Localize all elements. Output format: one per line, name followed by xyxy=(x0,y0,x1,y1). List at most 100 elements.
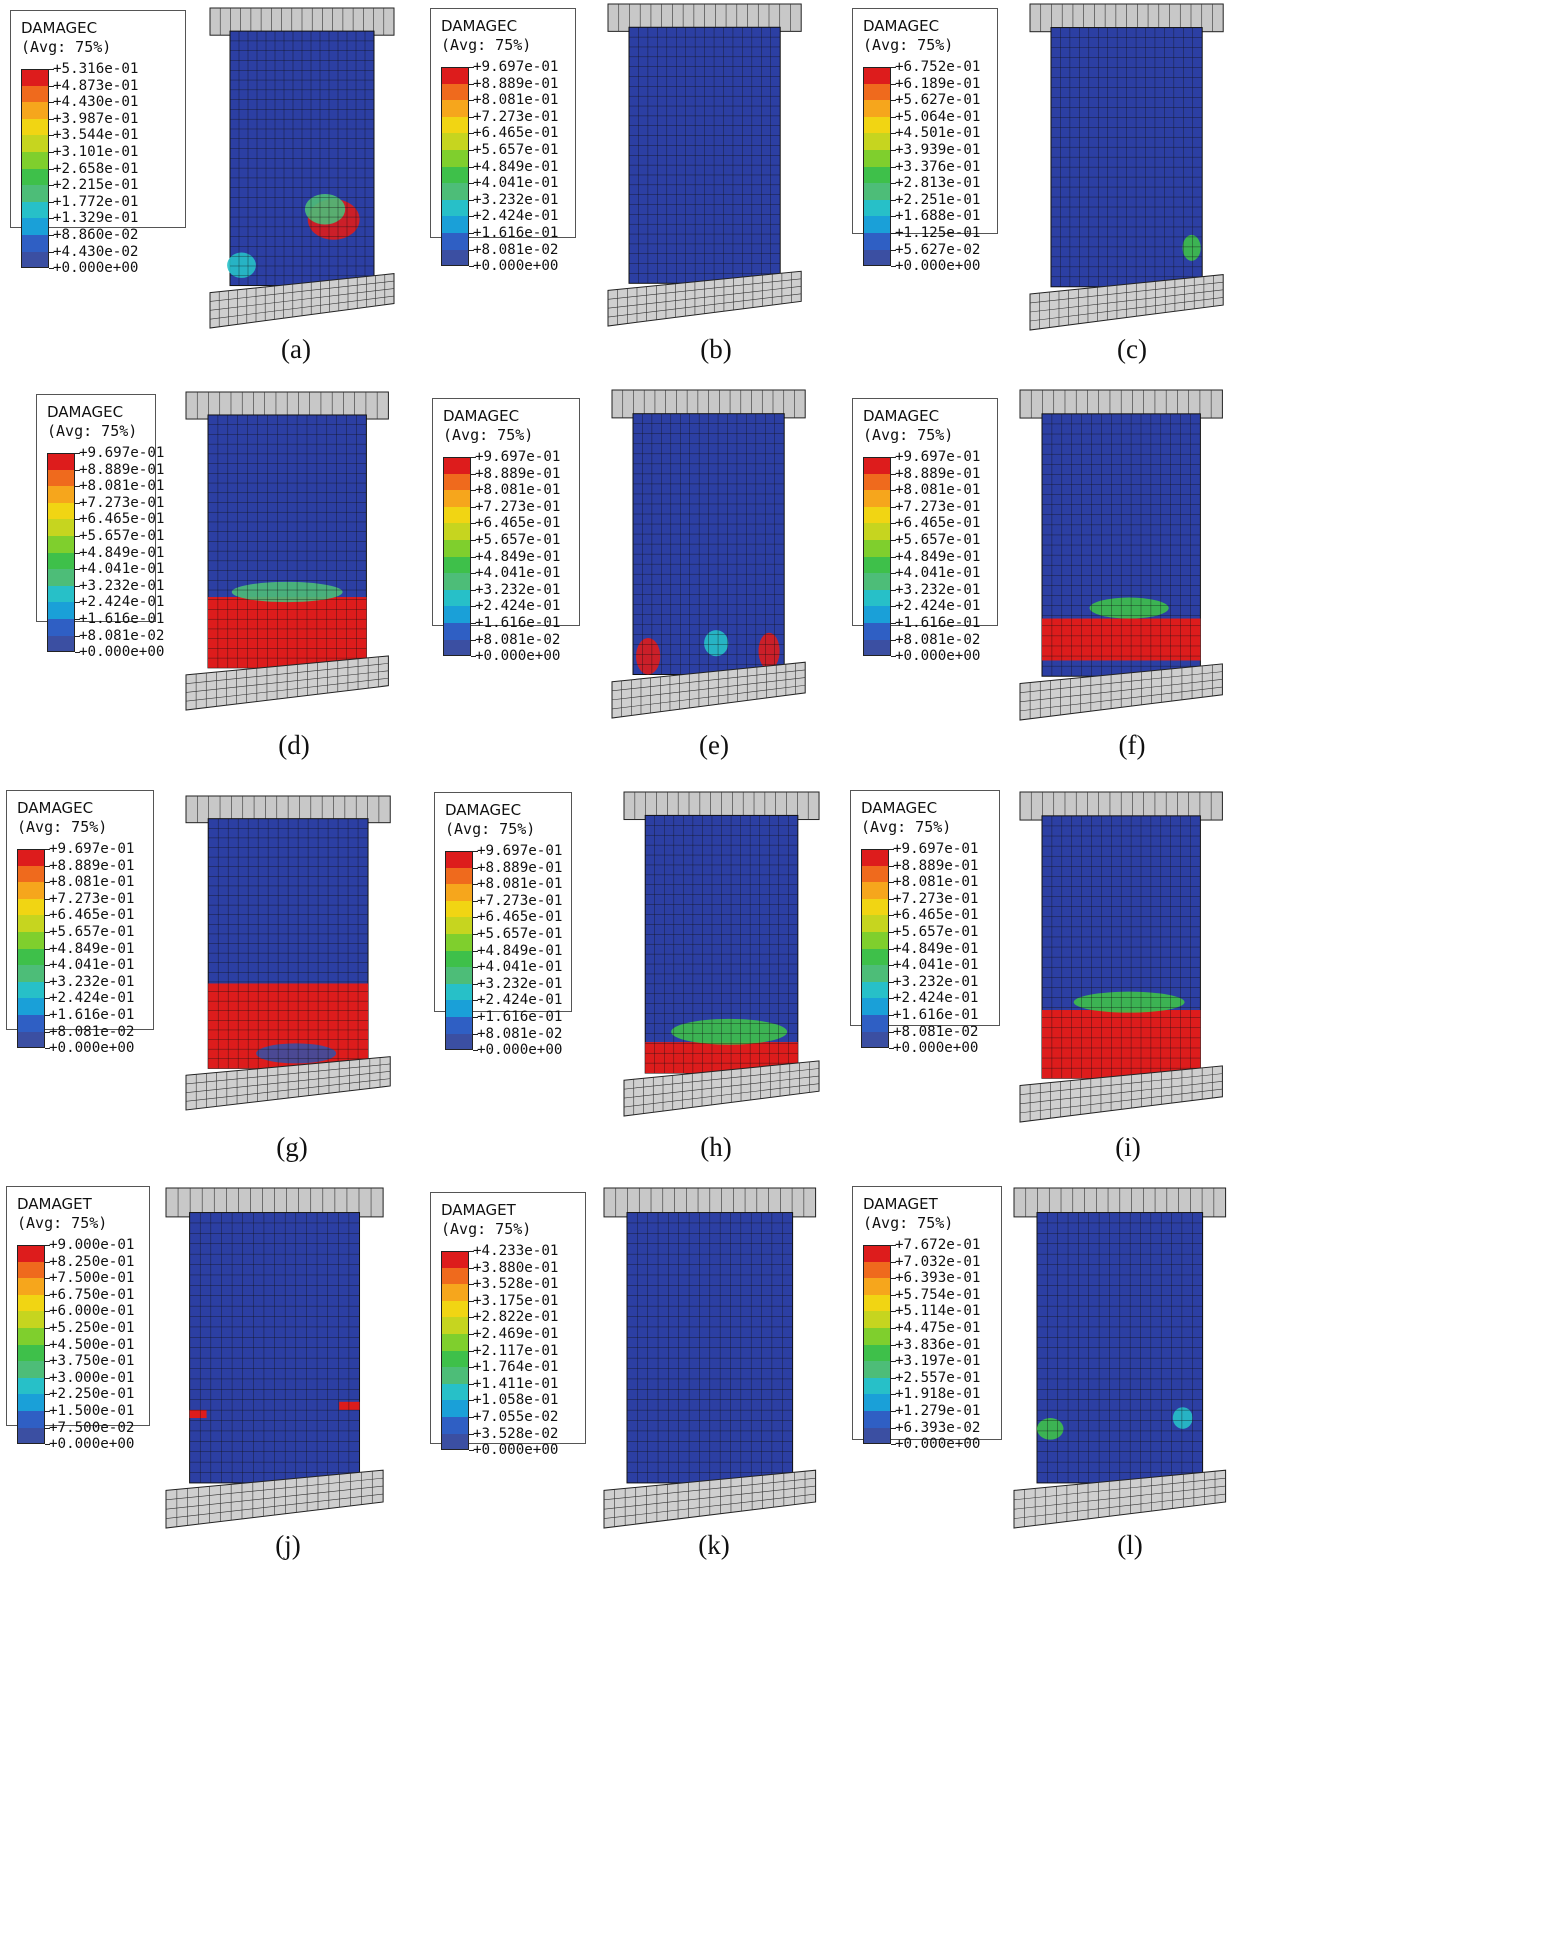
wall-model-j xyxy=(165,1187,384,1529)
legend-value: +2.658e-01 xyxy=(53,160,139,177)
legend-swatch xyxy=(17,1311,45,1328)
legend-value: +0.000e+00 xyxy=(49,1040,135,1057)
wall-model-g xyxy=(185,795,391,1111)
legend-value: +2.424e-01 xyxy=(477,992,563,1009)
legend-value: +2.424e-01 xyxy=(49,990,135,1007)
legend-value: +0.000e+00 xyxy=(79,644,165,661)
legend-entry: +5.657e-01 xyxy=(17,924,143,949)
legend-value: +5.250e-01 xyxy=(49,1319,135,1336)
legend-entry: +7.273e-01 xyxy=(47,495,164,520)
legend-swatch xyxy=(47,486,75,503)
legend-value: +5.657e-01 xyxy=(475,531,561,548)
legend-value: +1.058e-01 xyxy=(473,1392,559,1409)
legend-entry: +5.064e-01 xyxy=(863,109,987,134)
legend-swatch xyxy=(863,1311,891,1328)
legend-swatch xyxy=(441,1317,469,1334)
legend-value: +8.889e-01 xyxy=(893,857,979,874)
legend-title: DAMAGET xyxy=(17,1195,92,1213)
legend-value: +4.475e-01 xyxy=(895,1319,981,1336)
legend-value: +2.822e-01 xyxy=(473,1309,559,1326)
legend-value: +3.000e-01 xyxy=(49,1369,135,1386)
legend-value: +1.616e-01 xyxy=(473,224,559,241)
caption-h: (h) xyxy=(700,1132,732,1162)
legend-entry: +6.465e-01 xyxy=(445,909,562,934)
legend-entry: +5.657e-01 xyxy=(445,926,562,951)
legend-f: DAMAGEC (Avg: 75%) +9.697e-01 +8.889e-01 +8.… xyxy=(852,398,998,664)
legend-value: +8.860e-02 xyxy=(53,226,139,243)
legend-value: +2.215e-01 xyxy=(53,177,139,194)
wall-panel xyxy=(632,413,785,676)
legend-value: +2.250e-01 xyxy=(49,1386,135,1403)
legend-swatch xyxy=(441,67,469,84)
legend-entry: +0.000e+00 xyxy=(863,258,987,275)
legend-value: +4.041e-01 xyxy=(893,957,979,974)
legend-entry: +3.232e-01 xyxy=(17,974,143,999)
legend-value: +4.041e-01 xyxy=(49,957,135,974)
legend-value: +1.616e-01 xyxy=(895,614,981,631)
legend-entry: +5.114e-01 xyxy=(863,1303,991,1328)
legend-swatch xyxy=(861,915,889,932)
legend-swatch xyxy=(47,469,75,487)
legend-swatch xyxy=(21,251,49,269)
legend-value: +8.250e-01 xyxy=(49,1253,135,1270)
legend-entry: +8.081e-01 xyxy=(861,874,989,899)
legend-entry: +6.750e-01 xyxy=(17,1287,139,1312)
legend-value: +8.889e-01 xyxy=(79,461,165,478)
legend-entry: +0.000e+00 xyxy=(21,260,175,277)
caption-l: (l) xyxy=(1117,1530,1143,1560)
legend-swatch xyxy=(441,1333,469,1351)
legend-value: +3.939e-01 xyxy=(895,141,981,158)
legend-swatch xyxy=(47,502,75,520)
legend-entry: +1.411e-01 xyxy=(441,1376,575,1401)
legend-swatch xyxy=(443,506,471,524)
legend-value: +6.189e-01 xyxy=(895,75,981,92)
legend-entry: +1.616e-01 xyxy=(863,614,987,640)
legend-swatch xyxy=(863,506,891,524)
legend-value: +4.849e-01 xyxy=(895,548,981,565)
legend-entry: +6.465e-01 xyxy=(863,515,987,540)
legend-swatch xyxy=(445,1033,473,1051)
legend-value: +3.880e-01 xyxy=(473,1259,559,1276)
legend-entry: +5.754e-01 xyxy=(863,1287,991,1312)
legend-swatch xyxy=(445,967,473,984)
legend-swatch xyxy=(441,1251,469,1268)
base-foundation-beam xyxy=(607,270,802,327)
legend-l: DAMAGET (Avg: 75%) +7.672e-01 +7.032e-01 +6.… xyxy=(852,1186,1002,1452)
legend-entry: +3.101e-01 xyxy=(21,144,175,169)
legend-entry: +8.889e-01 xyxy=(443,465,569,491)
damage-zone xyxy=(704,630,729,657)
legend-value: +8.889e-01 xyxy=(895,465,981,482)
wall-model-d xyxy=(185,391,389,711)
damage-zone xyxy=(1089,597,1169,619)
legend-entry: +2.424e-01 xyxy=(861,990,989,1015)
legend-title: DAMAGEC xyxy=(443,407,520,425)
legend-i: DAMAGEC (Avg: 75%) +9.697e-01 +8.889e-01 +8.… xyxy=(850,790,1000,1056)
legend-value: +8.889e-01 xyxy=(475,465,561,482)
caption-f: (f) xyxy=(1118,730,1146,760)
legend-swatch xyxy=(863,473,891,491)
legend-value: +4.041e-01 xyxy=(79,561,165,578)
legend-swatch xyxy=(445,950,473,968)
legend-entry: +3.232e-01 xyxy=(863,581,987,607)
legend-swatch xyxy=(863,1410,891,1428)
legend-swatch xyxy=(445,917,473,934)
legend-k: DAMAGET (Avg: 75%) +4.233e-01 +3.880e-01 +3.… xyxy=(430,1192,586,1458)
legend-swatch xyxy=(47,585,75,603)
legend-swatch xyxy=(47,635,75,653)
legend-value: +8.081e-02 xyxy=(49,1023,135,1040)
legend-swatch xyxy=(47,602,75,619)
legend-value: +2.557e-01 xyxy=(895,1369,981,1386)
legend-entry: +3.197e-01 xyxy=(863,1353,991,1378)
caption-c: (c) xyxy=(1117,334,1147,364)
legend-entry: +1.616e-01 xyxy=(861,1007,989,1032)
legend-value: +7.032e-01 xyxy=(895,1253,981,1270)
legend-value: +3.232e-01 xyxy=(895,581,981,598)
legend-entry: +1.500e-01 xyxy=(17,1403,139,1428)
legend-value: +0.000e+00 xyxy=(49,1436,135,1453)
legend-value: +4.041e-01 xyxy=(477,959,563,976)
wall-model-k xyxy=(603,1187,817,1529)
legend-value: +7.273e-01 xyxy=(477,892,563,909)
legend-value: +5.657e-01 xyxy=(895,531,981,548)
legend-swatch xyxy=(441,83,469,101)
legend-value: +4.501e-01 xyxy=(895,125,981,142)
